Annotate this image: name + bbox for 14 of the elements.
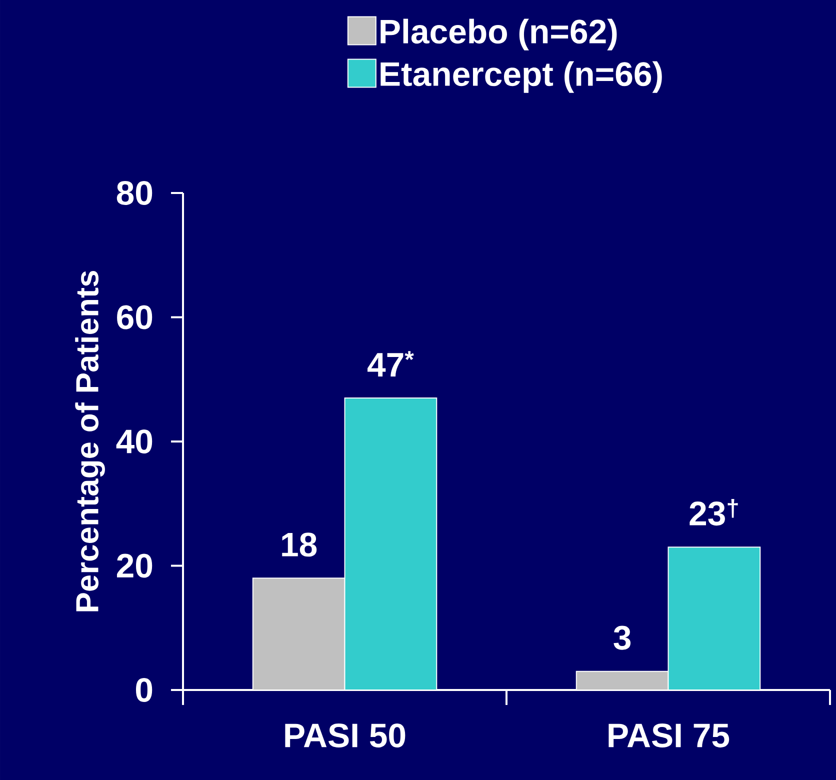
y-tick-label: 60	[117, 305, 152, 330]
data-label: 23$^{†}$	[690, 499, 738, 526]
y-tick-label: 0	[136, 678, 152, 702]
legend-label: Etanercept (n=66)	[380, 61, 662, 93]
y-axis-title: Percentage of Patients	[75, 270, 105, 612]
x-tick-label: PASI 50	[285, 724, 406, 748]
legend-label: Placebo (n=62)	[380, 18, 617, 50]
data-label: 47$^{*}$	[368, 351, 414, 376]
y-tick-label: 40	[116, 429, 152, 454]
y-tick-label: 20	[116, 554, 152, 578]
data-label: 3	[614, 626, 631, 650]
y-tick-label: 80	[116, 180, 152, 205]
x-tick-label: PASI 75	[608, 724, 730, 748]
data-label: 18	[282, 532, 317, 557]
